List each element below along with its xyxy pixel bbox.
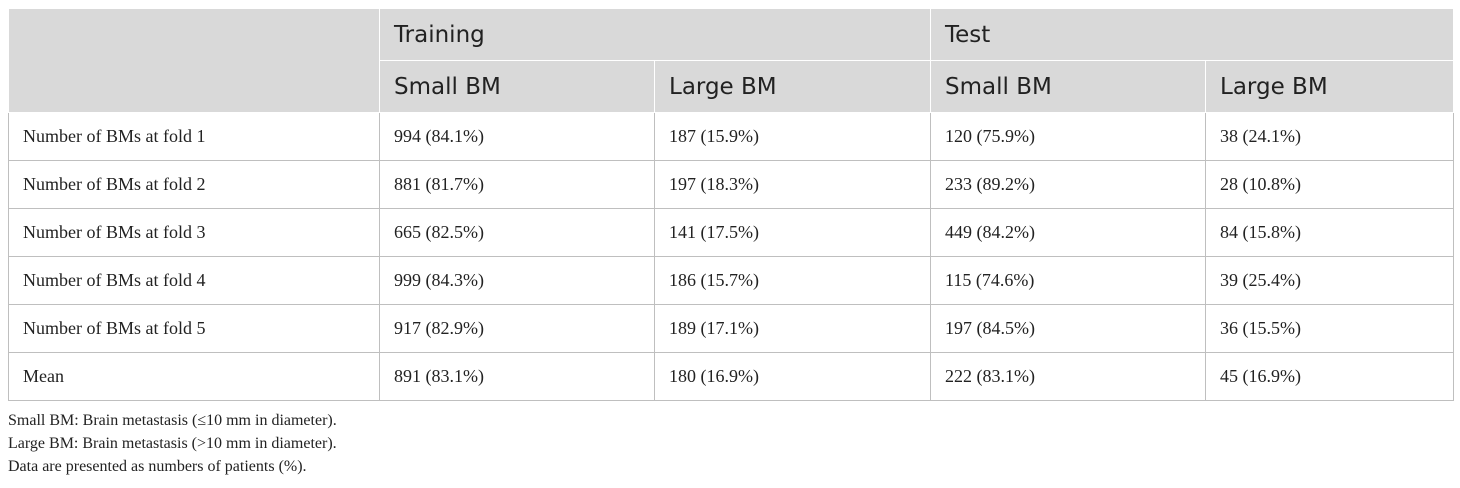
header-group-training: Training — [378, 8, 932, 61]
table-cell: 38 (24.1%) — [1205, 112, 1455, 161]
footnote-data-format: Data are presented as numbers of patient… — [8, 458, 307, 475]
table-cell: 449 (84.2%) — [930, 208, 1207, 257]
table-cell: 197 (84.5%) — [930, 304, 1207, 353]
subheader-test-large: Large BM — [1205, 60, 1455, 113]
table-cell: 665 (82.5%) — [379, 208, 655, 257]
table-cell: 180 (16.9%) — [653, 352, 932, 401]
footnote-large-bm: Large BM: Brain metastasis (>10 mm in di… — [8, 435, 337, 452]
table-cell: 189 (17.1%) — [653, 304, 932, 353]
data-table-container: Training Test Small BM Large BM Small BM… — [8, 8, 1455, 401]
subheader-test-small: Small BM — [930, 60, 1207, 113]
table-cell: 881 (81.7%) — [379, 160, 655, 209]
subheader-training-large: Large BM — [653, 60, 932, 113]
table-cell: 994 (84.1%) — [379, 112, 655, 161]
table-cell: 36 (15.5%) — [1205, 304, 1455, 353]
bm-fold-table: Training Test Small BM Large BM Small BM… — [8, 8, 1455, 401]
footnote-small-bm: Small BM: Brain metastasis (≤10 mm in di… — [8, 412, 337, 429]
table-row: Number of BMs at fold 4 999 (84.3%) 186 … — [8, 256, 1455, 305]
row-label: Number of BMs at fold 3 — [8, 208, 380, 257]
header-row-groups: Training Test — [8, 8, 1455, 113]
table-cell: 28 (10.8%) — [1205, 160, 1455, 209]
table-cell: 84 (15.8%) — [1205, 208, 1455, 257]
header-blank-cell — [8, 8, 380, 113]
table-cell: 917 (82.9%) — [379, 304, 655, 353]
header-group-test: Test — [930, 8, 1455, 61]
table-row-mean: Mean 891 (83.1%) 180 (16.9%) 222 (83.1%)… — [8, 352, 1455, 401]
row-label: Mean — [8, 352, 380, 401]
row-label: Number of BMs at fold 1 — [8, 112, 380, 161]
table-cell: 999 (84.3%) — [379, 256, 655, 305]
table-row: Number of BMs at fold 3 665 (82.5%) 141 … — [8, 208, 1455, 257]
table-cell: 187 (15.9%) — [653, 112, 932, 161]
table-cell: 197 (18.3%) — [653, 160, 932, 209]
table-cell: 120 (75.9%) — [930, 112, 1207, 161]
table-footnotes: Small BM: Brain metastasis (≤10 mm in di… — [8, 409, 337, 478]
row-label: Number of BMs at fold 5 — [8, 304, 380, 353]
table-cell: 891 (83.1%) — [379, 352, 655, 401]
table-cell: 141 (17.5%) — [653, 208, 932, 257]
table-row: Number of BMs at fold 2 881 (81.7%) 197 … — [8, 160, 1455, 209]
subheader-training-small: Small BM — [379, 60, 655, 113]
table-cell: 39 (25.4%) — [1205, 256, 1455, 305]
row-label: Number of BMs at fold 2 — [8, 160, 380, 209]
table-cell: 45 (16.9%) — [1205, 352, 1455, 401]
table-row: Number of BMs at fold 5 917 (82.9%) 189 … — [8, 304, 1455, 353]
table-cell: 233 (89.2%) — [930, 160, 1207, 209]
table-cell: 186 (15.7%) — [653, 256, 932, 305]
table-cell: 115 (74.6%) — [930, 256, 1207, 305]
table-cell: 222 (83.1%) — [930, 352, 1207, 401]
table-row: Number of BMs at fold 1 994 (84.1%) 187 … — [8, 112, 1455, 161]
header-row-subheaders: Small BM Large BM Small BM Large BM — [9, 60, 1455, 113]
row-label: Number of BMs at fold 4 — [8, 256, 380, 305]
